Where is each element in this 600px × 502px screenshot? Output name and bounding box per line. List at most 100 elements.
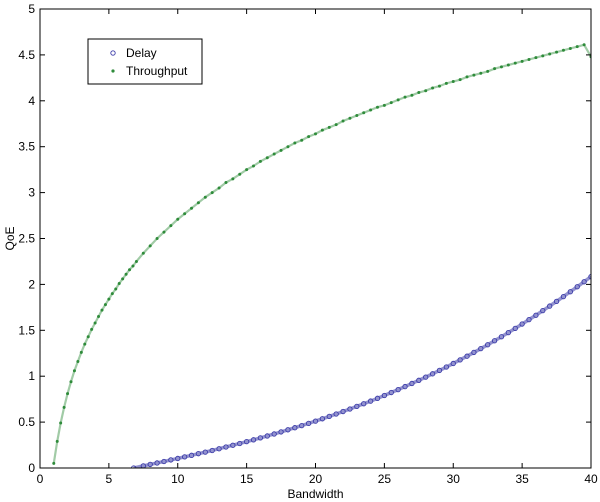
data-point — [147, 461, 153, 468]
x-tick-label: 0 — [37, 472, 44, 486]
data-point — [121, 277, 125, 281]
data-point — [196, 201, 200, 205]
data-point — [395, 386, 401, 393]
x-tick-label: 30 — [447, 472, 461, 486]
data-point — [131, 264, 135, 268]
data-point — [464, 353, 470, 359]
y-tick-label: 0 — [28, 461, 35, 475]
data-point — [450, 360, 456, 367]
data-point — [117, 281, 121, 285]
data-point — [134, 259, 138, 263]
data-point — [472, 73, 476, 77]
data-point — [534, 56, 538, 60]
data-point — [493, 67, 497, 71]
data-point — [169, 224, 173, 228]
data-point — [257, 435, 264, 441]
data-point — [90, 327, 94, 331]
data-point — [203, 195, 207, 199]
data-point — [312, 418, 319, 424]
data-point — [429, 371, 436, 377]
x-tick-label: 25 — [378, 472, 392, 486]
data-point — [305, 420, 312, 427]
data-point — [279, 148, 283, 152]
data-point — [55, 439, 59, 443]
data-point — [355, 113, 359, 117]
data-point — [86, 335, 90, 339]
data-point — [417, 91, 421, 95]
data-point — [230, 442, 236, 448]
data-point — [141, 251, 145, 255]
data-point — [210, 191, 214, 195]
legend: Delay Throughput — [87, 38, 203, 85]
data-point — [541, 54, 545, 58]
data-point — [382, 103, 386, 107]
data-point — [231, 177, 235, 181]
legend-marker — [111, 69, 115, 73]
data-point — [128, 268, 132, 272]
data-point — [533, 312, 539, 318]
data-point — [347, 406, 353, 412]
data-point — [209, 447, 215, 454]
data-point — [354, 403, 360, 410]
data-point — [437, 84, 441, 88]
y-axis-label: QoE — [3, 226, 17, 250]
series-trace — [133, 275, 591, 468]
data-point — [519, 321, 525, 327]
data-point — [190, 206, 194, 210]
y-tick-label: 2.5 — [18, 232, 35, 246]
data-point — [292, 425, 298, 431]
legend-label: Delay — [126, 46, 157, 60]
data-point — [69, 380, 73, 384]
data-point — [327, 125, 331, 129]
data-point — [367, 398, 374, 404]
data-point — [278, 429, 284, 435]
x-axis-label: Bandwidth — [287, 487, 343, 501]
legend-box — [87, 38, 203, 85]
data-point — [300, 138, 304, 142]
data-point — [334, 123, 338, 127]
y-tick-label: 3 — [28, 186, 35, 200]
axis-ticks: 0 5 10 15 20 25 30 35 40 0 0.5 1 1.5 2 2.5 3 3.5 4 4.5 5 — [18, 2, 598, 486]
data-point — [217, 186, 221, 190]
data-point — [79, 350, 83, 354]
data-point — [264, 433, 270, 439]
x-tick-label: 5 — [106, 472, 113, 486]
data-point — [223, 444, 229, 450]
data-point — [348, 116, 352, 120]
data-point — [416, 377, 422, 383]
data-point — [526, 317, 532, 323]
data-point — [243, 439, 250, 445]
data-point — [485, 342, 491, 348]
data-point — [238, 172, 242, 176]
data-point — [124, 272, 128, 276]
data-point — [103, 303, 107, 307]
data-point — [512, 325, 518, 332]
data-point — [100, 308, 104, 312]
data-point — [582, 43, 586, 47]
data-point — [272, 152, 276, 156]
x-tick-label: 40 — [584, 472, 598, 486]
data-point — [471, 349, 477, 356]
data-point — [568, 46, 572, 50]
data-point — [250, 437, 257, 443]
data-point — [465, 75, 469, 79]
data-point — [389, 101, 393, 105]
legend-label: Throughput — [126, 64, 188, 78]
data-point — [553, 298, 560, 305]
data-point — [410, 93, 414, 97]
data-point — [479, 71, 483, 75]
data-point — [72, 369, 76, 373]
y-tick-label: 1 — [28, 369, 35, 383]
data-point — [252, 164, 256, 168]
data-point — [148, 244, 152, 248]
data-point — [176, 217, 180, 221]
y-tick-label: 1.5 — [18, 323, 35, 337]
data-point — [93, 321, 97, 325]
data-point — [326, 413, 332, 420]
data-point — [97, 315, 101, 319]
legend-marker — [110, 50, 116, 56]
data-point — [396, 98, 400, 102]
data-point — [258, 159, 262, 163]
data-point — [381, 392, 388, 399]
